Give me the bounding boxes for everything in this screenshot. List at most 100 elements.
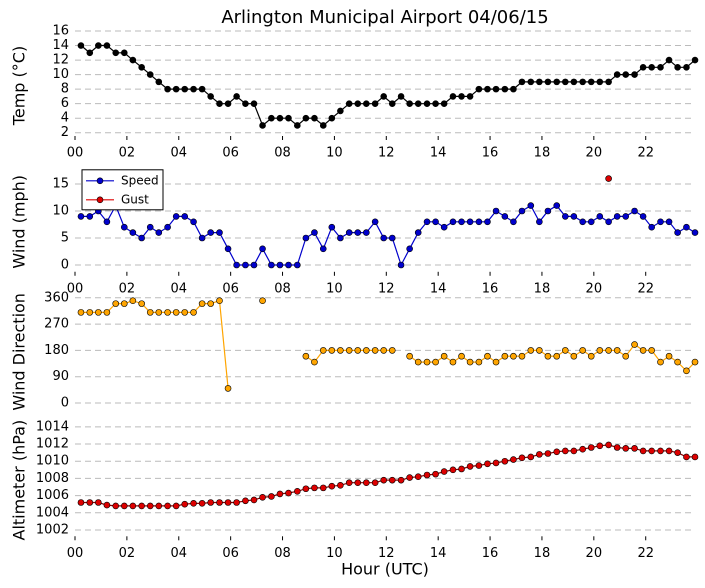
data-point [388, 100, 396, 107]
data-point [337, 347, 344, 354]
y-tick-label: 1010 [36, 454, 69, 469]
data-point [674, 229, 681, 236]
data-point [259, 494, 266, 501]
data-point [501, 85, 509, 93]
data-point [224, 499, 232, 506]
data-point [432, 358, 439, 366]
data-point [233, 261, 240, 269]
data-point [242, 100, 249, 107]
data-point [172, 85, 180, 93]
data-point [449, 93, 457, 100]
x-tick-label: 22 [637, 546, 654, 561]
data-point [242, 261, 249, 269]
data-point [319, 122, 327, 129]
data-point [242, 497, 249, 505]
data-point [224, 245, 232, 253]
data-point [596, 213, 604, 220]
data-point [198, 300, 206, 307]
data-point [319, 484, 327, 492]
data-point [466, 218, 474, 226]
data-point [354, 100, 362, 107]
data-point [449, 218, 457, 226]
data-point [605, 78, 612, 86]
data-point [155, 502, 163, 510]
data-point [129, 56, 137, 64]
data-point [587, 78, 595, 86]
data-point [423, 358, 431, 366]
data-point [363, 347, 370, 354]
data-point [95, 499, 102, 506]
data-point [172, 309, 180, 316]
data-point [138, 300, 145, 307]
data-point [380, 347, 388, 354]
data-point [683, 64, 690, 71]
data-point [388, 476, 396, 484]
data-point [294, 261, 301, 269]
data-point [674, 358, 681, 366]
data-point [475, 462, 483, 469]
data-point [458, 93, 465, 100]
x-tick-label: 20 [586, 146, 603, 161]
data-point [181, 85, 189, 93]
data-point [276, 490, 284, 498]
legend-label: Speed [121, 173, 159, 187]
y-tick-label: 90 [52, 369, 69, 384]
series-line [81, 299, 696, 389]
y-tick-label: 1002 [36, 522, 69, 537]
data-point [440, 223, 448, 231]
data-point [544, 207, 552, 215]
data-point [371, 100, 379, 107]
data-point [120, 223, 128, 231]
data-point [492, 358, 500, 366]
data-point [406, 474, 413, 481]
data-point [691, 358, 699, 366]
data-point [553, 448, 561, 456]
data-point [146, 502, 154, 510]
data-point [319, 347, 327, 354]
data-point [259, 245, 266, 253]
data-point [380, 476, 388, 484]
data-point [198, 85, 206, 93]
data-point [665, 56, 673, 64]
data-point [527, 453, 535, 461]
data-point [190, 500, 197, 507]
y-axis-label: Wind Direction [10, 293, 29, 411]
data-point [311, 358, 318, 366]
data-point [397, 261, 405, 269]
x-tick-label: 12 [378, 281, 395, 296]
data-point [544, 450, 552, 457]
data-point [276, 261, 284, 269]
x-tick-label: 12 [378, 546, 395, 561]
data-point [587, 218, 595, 226]
legend-label: Gust [121, 192, 149, 206]
data-point [198, 500, 206, 507]
data-point [648, 64, 655, 71]
data-point [501, 352, 509, 360]
y-axis-label: Altimeter (hPa) [10, 420, 29, 541]
data-point [605, 218, 612, 226]
data-point [259, 122, 266, 129]
y-tick-label: 180 [44, 343, 69, 358]
data-point [475, 85, 483, 93]
data-point [674, 449, 681, 456]
y-tick-label: 10 [52, 204, 69, 219]
y-tick-label: 0 [61, 258, 69, 273]
data-point [432, 100, 439, 107]
x-tick-label: 22 [637, 146, 654, 161]
data-point [553, 352, 561, 360]
data-point [518, 454, 526, 462]
data-point [596, 347, 604, 354]
data-point [328, 114, 336, 122]
data-point [484, 460, 491, 468]
data-point [363, 229, 370, 236]
data-point [414, 473, 422, 481]
data-point [146, 223, 154, 231]
data-point [657, 447, 664, 455]
data-point [328, 347, 336, 354]
data-point [164, 85, 171, 93]
data-point [492, 207, 500, 215]
data-point [77, 309, 85, 316]
data-point [268, 261, 275, 269]
data-point [613, 71, 621, 78]
